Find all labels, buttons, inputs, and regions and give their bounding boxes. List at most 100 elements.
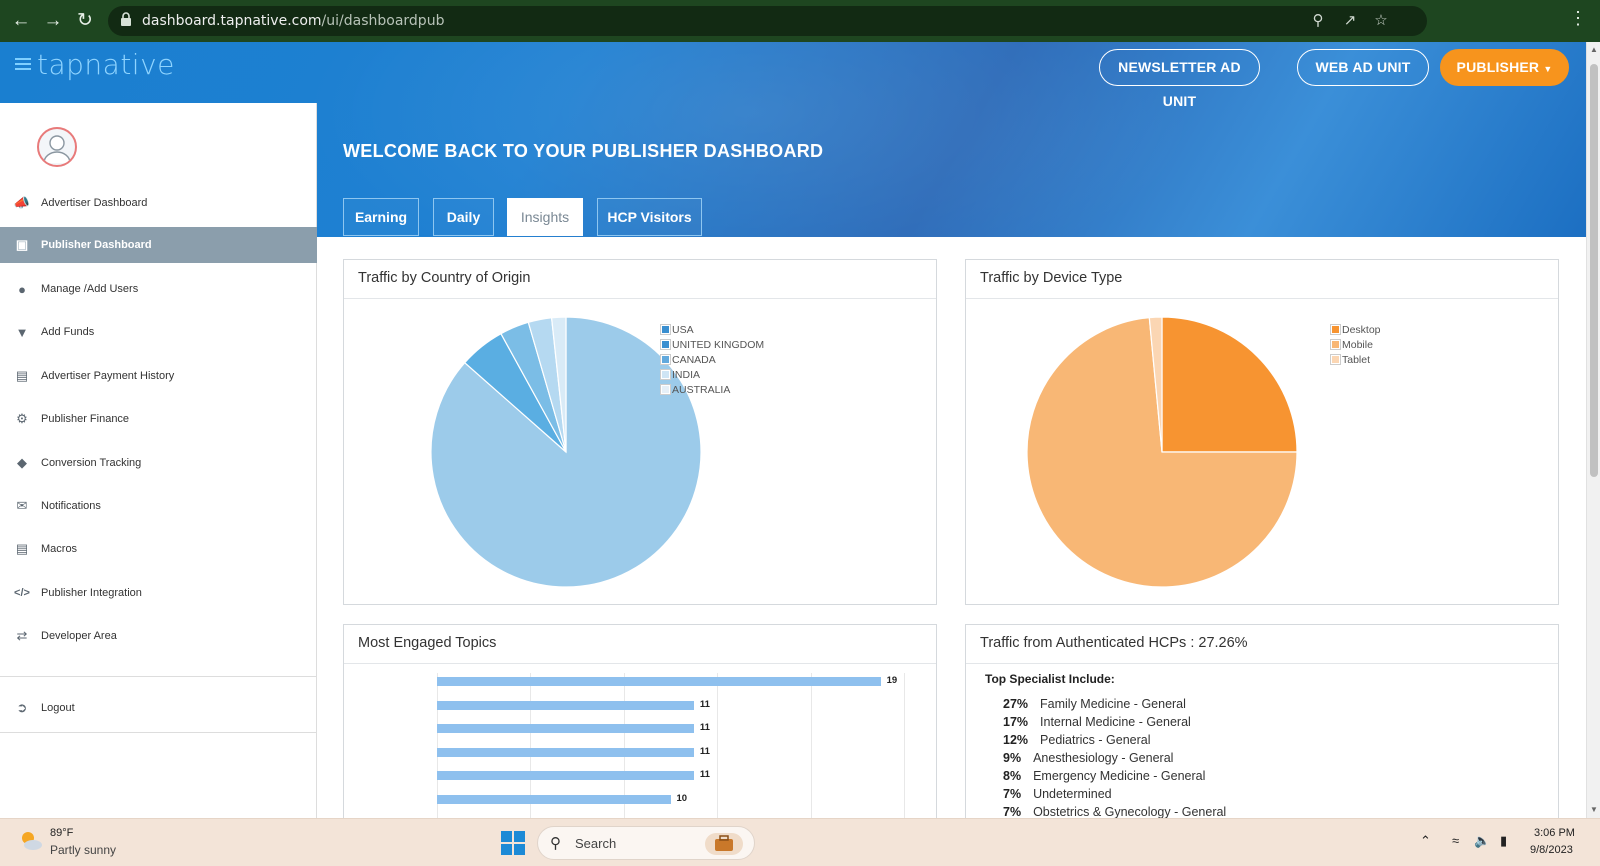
taskbar-search[interactable]: ⚲ Search [537,826,755,860]
sidebar-item-logout[interactable]: ➲ Logout [0,690,317,726]
sidebar-item-publisher-integration[interactable]: </> Publisher Integration [0,575,317,611]
sidebar-item-label: Logout [41,702,75,714]
sidebar-item-label: Manage /Add Users [41,283,139,295]
share-icon[interactable]: ↗ [1343,12,1357,29]
partly-sunny-icon[interactable] [18,828,44,854]
gridline [904,673,905,823]
legend-swatch [1330,339,1341,350]
sidebar-item-publisher-finance[interactable]: ⚙ Publisher Finance [0,401,317,437]
sidebar-item-label: Add Funds [41,326,95,338]
device-pie-chart [1026,316,1298,588]
funds-icon: ▼ [15,324,29,340]
sidebar-item-advertiser-payment-history[interactable]: ▤ Advertiser Payment History [0,358,317,394]
sidebar-item-developer-area[interactable]: ⇄ Developer Area [0,618,317,654]
web-ad-unit-button[interactable]: WEB AD UNIT [1297,49,1429,86]
browser-menu-icon[interactable]: ⋮ [1569,8,1587,28]
sidebar-item-add-funds[interactable]: ▼ Add Funds [0,314,317,350]
topic-bar[interactable] [437,677,881,686]
avatar[interactable] [37,127,77,167]
star-icon[interactable]: ☆ [1374,12,1388,29]
legend-item[interactable]: CANADA [660,352,716,367]
forward-arrow-icon[interactable]: → [43,10,63,31]
battery-icon[interactable]: ▮ [1500,833,1508,848]
legend-item[interactable]: USA [660,322,694,337]
specialist-row: 27% Family Medicine - General [1003,697,1186,711]
sidebar-item-label: Publisher Finance [41,413,130,425]
sidebar-item-manage-users[interactable]: ● Manage /Add Users [0,271,317,307]
search-label: Search [575,836,617,851]
legend-item[interactable]: UNITED KINGDOM [660,337,764,352]
pie-slice-tablet[interactable] [1148,316,1163,453]
topic-bar[interactable] [437,794,671,804]
payment-card-icon: ▤ [15,368,29,383]
pie-slice-mobile[interactable] [1026,316,1298,588]
specialist-row: 9% Anesthesiology - General [1003,751,1173,765]
clock-date[interactable]: 9/8/2023 [1530,844,1573,856]
tag-icon: ◆ [17,455,27,470]
pie-slice-desktop[interactable] [1161,316,1298,453]
topic-bar[interactable] [437,771,694,780]
tab-earning[interactable]: Earning [343,198,419,236]
topic-bar[interactable] [437,747,694,757]
sidebar: 📣 Advertiser Dashboard ▣ Publisher Dashboa… [0,103,317,818]
sidebar-item-label: Advertiser Dashboard [41,197,148,209]
tapnative-logo[interactable]: tapnative [15,47,175,81]
wifi-icon[interactable]: ≈ [1452,833,1460,848]
tab-hcp-visitors[interactable]: HCP Visitors [597,198,702,236]
panel-title: Traffic by Device Type [966,260,1558,299]
sidebar-item-publisher-dashboard[interactable]: ▣ Publisher Dashboard [0,227,317,263]
tab-daily[interactable]: Daily [433,198,494,236]
back-arrow-icon[interactable]: ← [11,10,31,31]
legend-item[interactable]: Mobile [1330,337,1373,352]
topic-bar-value: 11 [699,769,710,780]
shuffle-icon: ⇄ [16,628,28,643]
volume-icon[interactable]: 🔈 [1474,833,1491,848]
sidebar-item-label: Publisher Integration [41,587,142,599]
address-bar[interactable]: dashboard.tapnative.com/ui/dashboardpub … [108,6,1427,36]
logo-text: tapnative [37,47,175,81]
legend-item[interactable]: Tablet [1330,352,1371,367]
user-icon: ● [18,281,26,297]
sidebar-item-conversion-tracking[interactable]: ◆ Conversion Tracking [0,445,317,481]
windows-start-icon[interactable] [501,831,525,855]
zoom-icon[interactable]: ⚲ [1312,12,1324,29]
topic-bar-value: 11 [699,722,710,733]
specialist-row: 7% Obstetrics & Gynecology - General [1003,805,1226,819]
page-scrollbar[interactable]: ▲ ▼ [1586,42,1600,818]
specialist-percent: 17% [1003,715,1029,729]
specialist-name: Obstetrics & Gynecology - General [1033,805,1227,819]
legend-item[interactable]: AUSTRALIA [660,382,730,397]
legend-label: Tablet [1342,353,1371,366]
envelope-icon: ✉ [16,498,28,513]
sidebar-item-macros[interactable]: ▤ Macros [0,531,317,567]
sidebar-item-advertiser-dashboard[interactable]: 📣 Advertiser Dashboard [0,185,317,221]
lock-icon [121,12,131,26]
weather-description: Partly sunny [50,843,117,857]
tab-insights[interactable]: Insights [507,198,583,236]
topic-bar[interactable] [437,700,694,710]
legend-item[interactable]: INDIA [660,367,700,382]
sidebar-item-label: Publisher Dashboard [41,239,152,251]
newsletter-ad-unit-button[interactable]: NEWSLETTER AD UNIT [1099,49,1260,109]
legend-label: Mobile [1342,338,1373,351]
reload-icon[interactable]: ↻ [77,10,93,31]
legend-item[interactable]: Desktop [1330,322,1381,337]
topic-bar-value: 19 [886,675,898,686]
chevron-up-icon[interactable]: ⌃ [1420,833,1431,848]
clock-time[interactable]: 3:06 PM [1534,827,1575,839]
pie-slice-australia[interactable] [550,316,567,453]
sidebar-item-label: Developer Area [41,630,117,642]
scroll-down-icon[interactable]: ▼ [1590,805,1598,814]
specialist-name: Emergency Medicine - General [1033,769,1206,783]
hamburger-icon[interactable] [15,57,31,71]
publisher-dropdown-button[interactable]: PUBLISHER ▼ [1440,49,1569,86]
windows-taskbar: 89°F Partly sunny ⚲ Search ⌃ ≈ 🔈 ▮ 3:06 … [0,818,1600,866]
sidebar-item-label: Conversion Tracking [41,457,142,469]
scroll-up-icon[interactable]: ▲ [1590,45,1598,54]
legend-swatch [1330,354,1341,365]
topic-bar[interactable] [437,724,694,733]
sidebar-item-notifications[interactable]: ✉ Notifications [0,488,317,524]
sidebar-divider [0,732,317,733]
scroll-thumb[interactable] [1590,64,1598,477]
publisher-label: PUBLISHER [1456,59,1540,75]
